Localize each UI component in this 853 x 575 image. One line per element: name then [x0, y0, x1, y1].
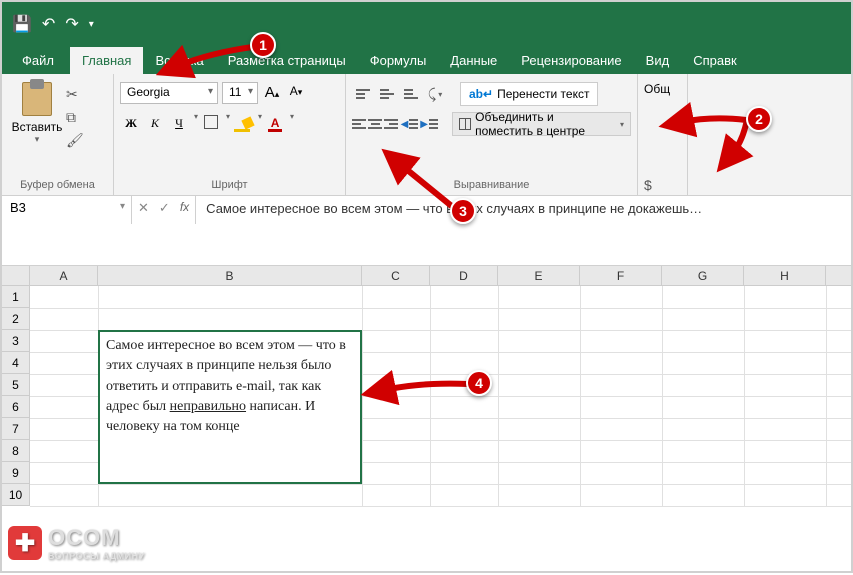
fill-color-button[interactable]	[232, 112, 254, 134]
row-header-8[interactable]: 8	[2, 440, 29, 462]
increase-font-icon[interactable]: A▴	[262, 82, 282, 104]
enter-icon[interactable]: ✓	[159, 200, 170, 216]
fill-color-icon	[236, 118, 250, 128]
save-icon[interactable]: 💾	[12, 14, 32, 34]
orientation-button[interactable]: ⤹▾	[424, 83, 446, 105]
borders-button[interactable]	[200, 112, 222, 134]
tab-file[interactable]: Файл	[6, 47, 70, 74]
align-bottom-button[interactable]	[400, 83, 422, 105]
tab-view[interactable]: Вид	[634, 47, 682, 74]
col-header-F[interactable]: F	[580, 266, 662, 285]
tab-insert[interactable]: Вставка	[143, 47, 215, 74]
row-headers: 1 2 3 4 5 6 7 8 9 10	[2, 286, 30, 506]
copy-icon[interactable]: ⧉	[66, 109, 84, 126]
row-header-5[interactable]: 5	[2, 374, 29, 396]
underline-button[interactable]: Ч	[168, 112, 190, 134]
font-color-button[interactable]: A	[264, 112, 286, 134]
row-header-1[interactable]: 1	[2, 286, 29, 308]
align-top-button[interactable]	[352, 83, 374, 105]
callout-2: 2	[746, 106, 772, 132]
wrap-text-icon: ab↵	[469, 87, 493, 101]
col-header-B[interactable]: B	[98, 266, 362, 285]
watermark-sub: ВОПРОСЫ АДМИНУ	[48, 551, 145, 561]
ribbon-tabs: Файл Главная Вставка Разметка страницы Ф…	[2, 46, 851, 74]
formula-bar-row: B3 ✕ ✓ fx Самое интересное во всем этом …	[2, 196, 851, 266]
col-header-E[interactable]: E	[498, 266, 580, 285]
tab-data[interactable]: Данные	[438, 47, 509, 74]
quick-access-toolbar: 💾 ↶ ↷ ▾	[12, 14, 94, 34]
italic-button[interactable]: К	[144, 112, 166, 134]
clipboard-icon	[22, 82, 52, 116]
font-size-select[interactable]: 11	[222, 82, 258, 104]
row-header-9[interactable]: 9	[2, 462, 29, 484]
redo-icon[interactable]: ↷	[65, 14, 78, 34]
group-number: Общ $	[638, 74, 688, 195]
group-clipboard: Вставить ▾ ✂ ⧉ 🖌 Буфер обмена	[2, 74, 114, 195]
row-header-2[interactable]: 2	[2, 308, 29, 330]
callout-3: 3	[450, 198, 476, 224]
column-headers: A B C D E F G H	[2, 266, 851, 286]
group-font: Georgia 11 A▴ A▾ Ж К Ч ▾ ▾ ▾ A ▾ Шрифт	[114, 74, 346, 195]
group-clipboard-label: Буфер обмена	[8, 177, 107, 193]
font-name-select[interactable]: Georgia	[120, 82, 218, 104]
accounting-format-icon[interactable]: $	[644, 177, 681, 193]
align-middle-button[interactable]	[376, 83, 398, 105]
title-bar: 💾 ↶ ↷ ▾	[2, 2, 851, 46]
increase-indent-button[interactable]: ▶	[420, 113, 438, 135]
cut-icon[interactable]: ✂	[66, 86, 84, 103]
align-center-button[interactable]	[368, 113, 382, 135]
formula-bar[interactable]: Самое интересное во всем этом — что в эт…	[196, 196, 851, 265]
worksheet: A B C D E F G H 1 2 3 4 5 6 7 8 9 10 Сам…	[2, 266, 851, 506]
group-font-label: Шрифт	[120, 177, 339, 193]
callout-1: 1	[250, 32, 276, 58]
active-cell[interactable]: Самое интересное во всем этом — что в эт…	[98, 330, 362, 484]
select-all-corner[interactable]	[2, 266, 30, 285]
row-header-3[interactable]: 3	[2, 330, 29, 352]
align-left-button[interactable]	[352, 113, 366, 135]
tab-review[interactable]: Рецензирование	[509, 47, 633, 74]
col-header-A[interactable]: A	[30, 266, 98, 285]
tab-formulas[interactable]: Формулы	[358, 47, 439, 74]
col-header-C[interactable]: C	[362, 266, 430, 285]
tab-help[interactable]: Справк	[681, 47, 748, 74]
align-right-button[interactable]	[384, 113, 398, 135]
row-header-4[interactable]: 4	[2, 352, 29, 374]
wrap-text-label: Перенести текст	[497, 87, 589, 101]
tab-page-layout[interactable]: Разметка страницы	[216, 47, 358, 74]
row-header-10[interactable]: 10	[2, 484, 29, 506]
merge-icon	[459, 118, 471, 130]
callout-4: 4	[466, 370, 492, 396]
paste-button[interactable]: Вставить ▾	[8, 78, 66, 149]
bold-button[interactable]: Ж	[120, 112, 142, 134]
col-header-H[interactable]: H	[744, 266, 826, 285]
format-painter-icon[interactable]: 🖌	[66, 132, 84, 149]
fx-icon[interactable]: fx	[180, 200, 189, 214]
watermark-title: OCOM	[48, 525, 145, 551]
group-alignment-label: Выравнивание	[352, 177, 631, 193]
decrease-font-icon[interactable]: A▾	[286, 82, 306, 104]
col-header-G[interactable]: G	[662, 266, 744, 285]
borders-icon	[204, 115, 218, 129]
watermark: ✚ OCOM ВОПРОСЫ АДМИНУ	[8, 525, 145, 561]
ribbon: Вставить ▾ ✂ ⧉ 🖌 Буфер обмена Georgia 11…	[2, 74, 851, 196]
undo-icon[interactable]: ↶	[42, 14, 55, 34]
number-format-select[interactable]: Общ	[644, 78, 681, 96]
merge-center-button[interactable]: Объединить и поместить в центре ▾	[452, 112, 631, 136]
name-box[interactable]: B3	[2, 196, 132, 224]
row-header-7[interactable]: 7	[2, 418, 29, 440]
row-header-6[interactable]: 6	[2, 396, 29, 418]
qat-dropdown-icon[interactable]: ▾	[89, 19, 94, 30]
col-header-D[interactable]: D	[430, 266, 498, 285]
watermark-icon: ✚	[8, 526, 42, 560]
group-alignment: ⤹▾ ab↵ Перенести текст ◀ ▶ Объединить и …	[346, 74, 638, 195]
merge-center-label: Объединить и поместить в центре	[475, 110, 614, 138]
tab-home[interactable]: Главная	[70, 47, 143, 74]
cells-grid[interactable]: Самое интересное во всем этом — что в эт…	[30, 286, 851, 506]
cancel-icon[interactable]: ✕	[138, 200, 149, 216]
wrap-text-button[interactable]: ab↵ Перенести текст	[460, 82, 598, 106]
paste-label: Вставить	[12, 120, 63, 134]
decrease-indent-button[interactable]: ◀	[401, 113, 419, 135]
